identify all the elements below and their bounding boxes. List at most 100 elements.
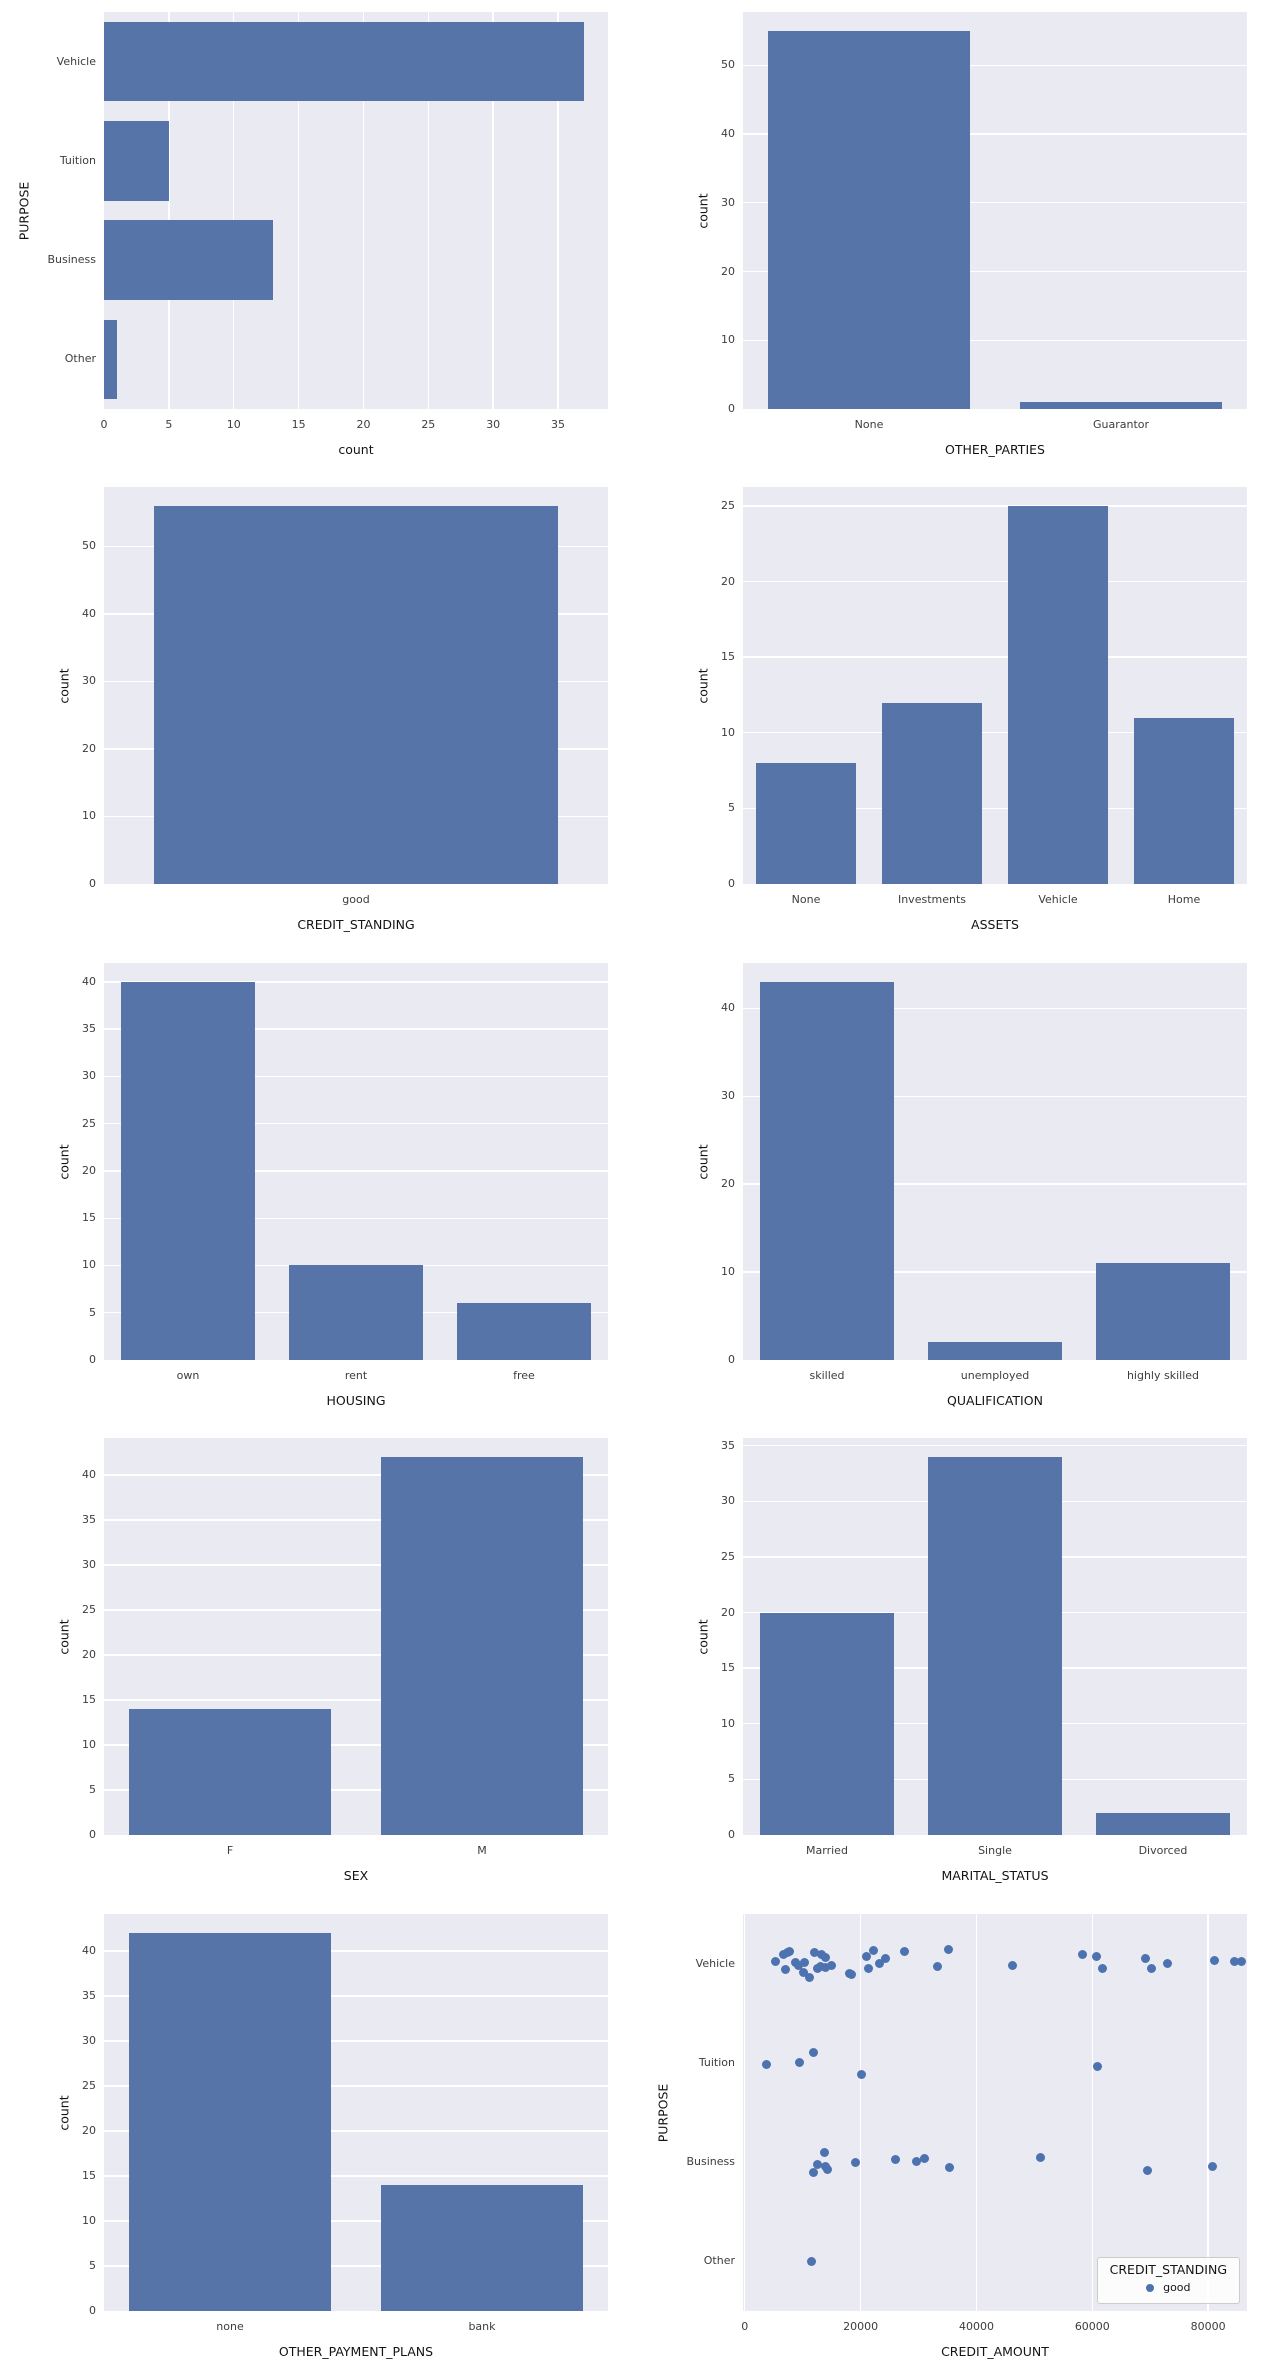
- y-axis-label: count: [695, 1143, 710, 1180]
- x-tick-label: 10: [226, 418, 241, 431]
- scatter-point: [1077, 1950, 1087, 1960]
- x-axis-label: count: [338, 442, 374, 457]
- gridline: [104, 1075, 608, 1078]
- scatter-point: [805, 1973, 815, 1983]
- gridline: [743, 732, 1247, 734]
- bar-bank: [381, 2184, 583, 2311]
- y-tick-label: 0: [728, 402, 735, 415]
- x-category-label: None: [854, 418, 884, 431]
- x-category-label: Investments: [897, 893, 967, 906]
- bar-Guarantor: [1020, 402, 1222, 409]
- scatter-point: [919, 2153, 929, 2163]
- gridline: [104, 1609, 608, 1611]
- scatter-point: [809, 1948, 819, 1958]
- gridline: [743, 339, 1247, 341]
- y-tick-label: 35: [82, 1022, 96, 1036]
- gridline: [104, 1699, 608, 1701]
- scatter-point: [1093, 2062, 1103, 2072]
- x-axis-label: OTHER_PARTIES: [945, 442, 1045, 457]
- y-axis-label: count: [56, 667, 71, 704]
- gridline: [743, 807, 1247, 810]
- gridline: [975, 1914, 978, 2311]
- bar-unemployed: [927, 1342, 1063, 1360]
- gridline: [859, 1914, 862, 2311]
- y-tick-label: 40: [82, 1467, 96, 1481]
- y-tick-label: 5: [89, 1782, 96, 1796]
- gridline: [743, 505, 1247, 507]
- chart-credit-amount-by-purpose: 0 20000 40000 60000 80000 Vehicle Tuition Busin…: [639, 1902, 1278, 2377]
- y-tick-label: 40: [721, 1001, 735, 1015]
- bar-Divorced: [1095, 1812, 1231, 1835]
- scatter-point: [868, 1946, 878, 1956]
- scatter-point: [819, 2147, 829, 2157]
- scatter-point: [899, 1947, 909, 1957]
- scatter-point: [815, 1962, 825, 1972]
- y-axis-label: count: [56, 1143, 71, 1180]
- y-tick-label: 10: [82, 1737, 96, 1751]
- x-category-label: bank: [468, 2320, 496, 2333]
- gridline: [743, 1183, 1247, 1185]
- scatter-point: [762, 2060, 772, 2070]
- scatter-point: [780, 1965, 790, 1975]
- scatter-point: [806, 2256, 816, 2266]
- scatter-point: [820, 1953, 830, 1963]
- y-tick-label: 25: [82, 1116, 96, 1130]
- bar-M: [381, 1456, 583, 1835]
- x-category-label: good: [342, 893, 370, 906]
- bar-free: [456, 1303, 592, 1360]
- gridline: [104, 2175, 608, 2177]
- x-tick-label: 60000: [1074, 2320, 1110, 2333]
- y-tick-label: 10: [721, 1265, 735, 1279]
- scatter-point: [1210, 1956, 1220, 1966]
- scatter-point: [1008, 1961, 1018, 1971]
- y-tick-label: 10: [721, 333, 735, 347]
- bar-Home: [1133, 717, 1235, 884]
- x-tick-label: 25: [421, 418, 436, 431]
- y-tick-label: 25: [721, 1549, 735, 1563]
- chart-sex: 0 5 10 15 20 25 30 35 40 F M SEX count: [0, 1426, 639, 1901]
- x-axis-label: HOUSING: [326, 1393, 386, 1408]
- gridline: [743, 1007, 1247, 1009]
- scatter-point: [784, 1947, 794, 1957]
- scatter-point: [890, 2154, 900, 2164]
- scatter-point: [800, 1958, 810, 1968]
- bar-Vehicle: [104, 21, 584, 102]
- x-category-label: own: [176, 1369, 200, 1382]
- chart-other-parties: 0 10 20 30 40 50 None Guarantor OTHER_PARTIES cou…: [639, 0, 1278, 475]
- scatter-point: [881, 1954, 890, 1964]
- y-tick-label: 10: [82, 2213, 96, 2227]
- bar-rent: [288, 1265, 424, 1360]
- gridline: [1207, 1914, 1209, 2311]
- gridline: [104, 2130, 608, 2132]
- gridline: [104, 1789, 608, 1791]
- x-tick-label: 5: [165, 418, 173, 431]
- scatter-point: [770, 1957, 780, 1967]
- x-axis-label: CREDIT_AMOUNT: [941, 2344, 1049, 2359]
- y-category-label: Business: [686, 2155, 735, 2169]
- scatter-point: [1141, 1954, 1151, 1964]
- y-tick-label: 40: [82, 974, 96, 988]
- gridline: [104, 1519, 608, 1521]
- gridline: [104, 2220, 608, 2222]
- gridline: [743, 656, 1247, 658]
- gridline: [743, 133, 1247, 135]
- y-tick-label: 0: [89, 2304, 96, 2317]
- x-category-label: M: [477, 1844, 487, 1857]
- gridline: [168, 12, 170, 409]
- y-category-label: Other: [64, 352, 96, 366]
- scatter-point: [1036, 2152, 1046, 2162]
- legend-entry: good: [1110, 2281, 1227, 2295]
- gridline: [492, 12, 494, 409]
- scatter-point: [821, 1963, 831, 1973]
- chart-other-payment-plans: 0 5 10 15 20 25 30 35 40 none bank OTHER_PAYMENT_PL…: [0, 1902, 639, 2377]
- y-tick-label: 15: [721, 1661, 735, 1675]
- y-tick-label: 0: [728, 1353, 735, 1366]
- y-tick-label: 30: [721, 1494, 735, 1508]
- scatter-point: [1236, 1957, 1246, 1967]
- chart-qualification: 0 10 20 30 40 skilled unemployed highly skilled…: [639, 951, 1278, 1426]
- y-tick-label: 10: [82, 809, 96, 823]
- bar-F: [129, 1708, 331, 1835]
- bar-none: [129, 1932, 331, 2311]
- y-tick-label: 30: [82, 1557, 96, 1571]
- x-category-label: highly skilled: [1126, 1369, 1200, 1382]
